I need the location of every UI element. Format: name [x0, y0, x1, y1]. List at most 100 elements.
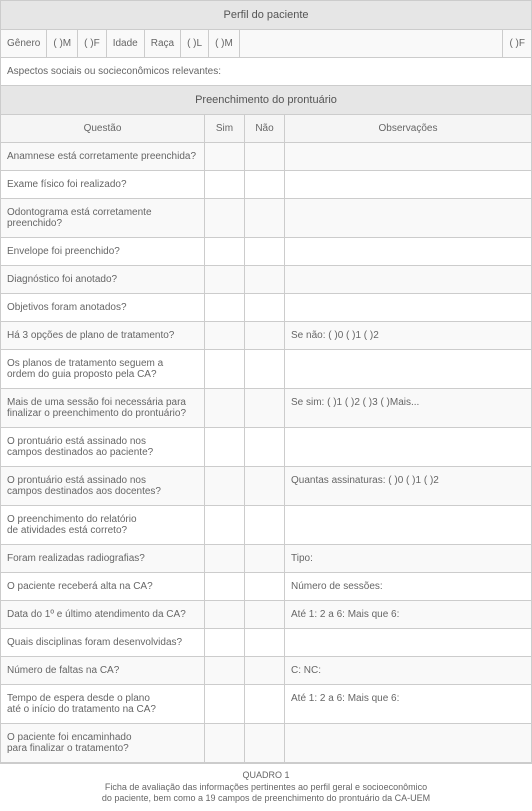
yes-cell	[205, 657, 245, 684]
no-cell	[245, 266, 285, 293]
obs-cell	[285, 199, 531, 237]
obs-cell	[285, 266, 531, 293]
obs-cell: Até 1: 2 a 6: Mais que 6:	[285, 601, 531, 628]
question-cell: Mais de uma sessão foi necessária parafi…	[1, 389, 205, 427]
table-row: O prontuário está assinado noscampos des…	[1, 467, 531, 506]
race-l-option: ( )L	[181, 30, 209, 57]
col-header-no: Não	[245, 115, 285, 142]
rows-container: Anamnese está corretamente preenchida?Ex…	[1, 143, 531, 763]
question-cell: Objetivos foram anotados?	[1, 294, 205, 321]
table-row: Quais disciplinas foram desenvolvidas?	[1, 629, 531, 657]
no-cell	[245, 724, 285, 762]
table-row: Há 3 opções de plano de tratamento?Se nã…	[1, 322, 531, 350]
obs-cell	[285, 171, 531, 198]
aspects-row: Aspectos sociais ou socieconômicos relev…	[1, 58, 531, 86]
yes-cell	[205, 506, 245, 544]
table-row: Envelope foi preenchido?	[1, 238, 531, 266]
question-cell: Diagnóstico foi anotado?	[1, 266, 205, 293]
yes-cell	[205, 428, 245, 466]
obs-cell	[285, 350, 531, 388]
yes-cell	[205, 685, 245, 723]
question-header-row: Questão Sim Não Observações	[1, 115, 531, 143]
obs-cell: Tipo:	[285, 545, 531, 572]
yes-cell	[205, 143, 245, 170]
no-cell	[245, 389, 285, 427]
obs-cell: Número de sessões:	[285, 573, 531, 600]
obs-cell	[285, 506, 531, 544]
obs-cell	[285, 143, 531, 170]
no-cell	[245, 238, 285, 265]
yes-cell	[205, 389, 245, 427]
yes-cell	[205, 724, 245, 762]
obs-cell: Se sim: ( )1 ( )2 ( )3 ( )Mais...	[285, 389, 531, 427]
yes-cell	[205, 238, 245, 265]
question-cell: Tempo de espera desde o planoaté o iníci…	[1, 685, 205, 723]
question-cell: O prontuário está assinado noscampos des…	[1, 428, 205, 466]
yes-cell	[205, 629, 245, 656]
question-cell: Número de faltas na CA?	[1, 657, 205, 684]
table-row: Foram realizadas radiografias?Tipo:	[1, 545, 531, 573]
question-cell: O paciente receberá alta na CA?	[1, 573, 205, 600]
no-cell	[245, 629, 285, 656]
question-cell: Há 3 opções de plano de tratamento?	[1, 322, 205, 349]
spacer	[240, 30, 504, 57]
form-table: Perfil do paciente Gênero ( )M ( )F Idad…	[0, 0, 532, 764]
table-row: O paciente foi encaminhadopara finalizar…	[1, 724, 531, 763]
race-label: Raça	[145, 30, 181, 57]
question-cell: Data do 1º e último atendimento da CA?	[1, 601, 205, 628]
question-cell: Exame físico foi realizado?	[1, 171, 205, 198]
col-header-question: Questão	[1, 115, 205, 142]
table-row: Odontograma está corretamente preenchido…	[1, 199, 531, 238]
no-cell	[245, 601, 285, 628]
table-row: Mais de uma sessão foi necessária parafi…	[1, 389, 531, 428]
no-cell	[245, 294, 285, 321]
question-cell: O paciente foi encaminhadopara finalizar…	[1, 724, 205, 762]
no-cell	[245, 685, 285, 723]
no-cell	[245, 350, 285, 388]
yes-cell	[205, 322, 245, 349]
yes-cell	[205, 199, 245, 237]
col-header-obs: Observações	[285, 115, 531, 142]
gender-m-option: ( )M	[47, 30, 78, 57]
no-cell	[245, 428, 285, 466]
table-row: Os planos de tratamento seguem aordem do…	[1, 350, 531, 389]
race-f-option: ( )F	[503, 30, 531, 57]
table-row: Tempo de espera desde o planoaté o iníci…	[1, 685, 531, 724]
table-row: O preenchimento do relatóriode atividade…	[1, 506, 531, 545]
no-cell	[245, 199, 285, 237]
obs-cell: Quantas assinaturas: ( )0 ( )1 ( )2	[285, 467, 531, 505]
table-row: Anamnese está corretamente preenchida?	[1, 143, 531, 171]
table-row: Objetivos foram anotados?	[1, 294, 531, 322]
yes-cell	[205, 266, 245, 293]
profile-row: Gênero ( )M ( )F Idade Raça ( )L ( )M ( …	[1, 30, 531, 58]
table-row: Exame físico foi realizado?	[1, 171, 531, 199]
caption: QUADRO 1 Ficha de avaliação das informaç…	[0, 764, 532, 811]
no-cell	[245, 657, 285, 684]
no-cell	[245, 322, 285, 349]
no-cell	[245, 545, 285, 572]
obs-cell: Até 1: 2 a 6: Mais que 6:	[285, 685, 531, 723]
no-cell	[245, 573, 285, 600]
obs-cell	[285, 428, 531, 466]
no-cell	[245, 143, 285, 170]
table-row: O paciente receberá alta na CA? Número de…	[1, 573, 531, 601]
yes-cell	[205, 171, 245, 198]
caption-line2: do paciente, bem como a 19 campos de pre…	[102, 793, 430, 803]
gender-label: Gênero	[1, 30, 47, 57]
yes-cell	[205, 294, 245, 321]
yes-cell	[205, 601, 245, 628]
col-header-yes: Sim	[205, 115, 245, 142]
question-cell: O preenchimento do relatóriode atividade…	[1, 506, 205, 544]
caption-title: QUADRO 1	[8, 770, 524, 782]
question-cell: Quais disciplinas foram desenvolvidas?	[1, 629, 205, 656]
yes-cell	[205, 545, 245, 572]
no-cell	[245, 467, 285, 505]
section-header-record: Preenchimento do prontuário	[1, 86, 531, 115]
obs-cell: C: NC:	[285, 657, 531, 684]
question-cell: Odontograma está corretamente preenchido…	[1, 199, 205, 237]
gender-f-option: ( )F	[78, 30, 107, 57]
table-row: Número de faltas na CA? C: NC:	[1, 657, 531, 685]
question-cell: Anamnese está corretamente preenchida?	[1, 143, 205, 170]
yes-cell	[205, 573, 245, 600]
no-cell	[245, 506, 285, 544]
